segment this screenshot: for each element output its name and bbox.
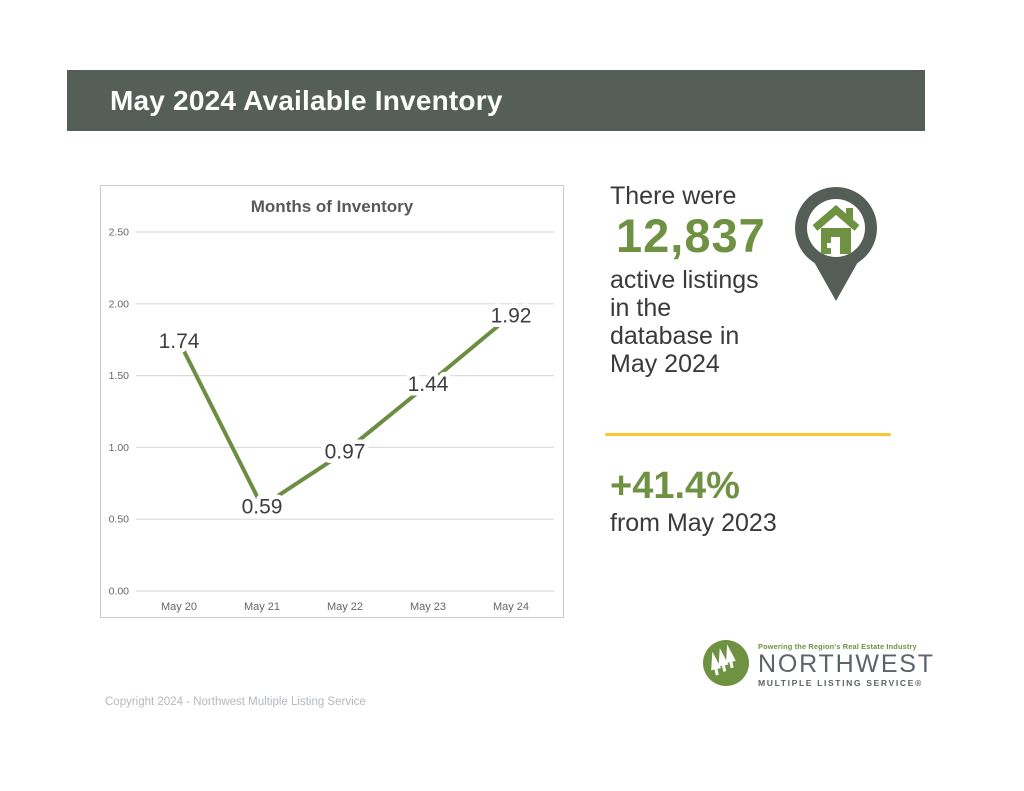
nwmls-logo: Powering the Region's Real Estate Indust… (703, 640, 935, 688)
stat-intro-text: There were (610, 182, 737, 210)
svg-text:2.00: 2.00 (109, 298, 130, 310)
stat-description-line: database in (610, 322, 740, 350)
active-listings-count: 12,837 (616, 209, 766, 262)
svg-text:2.50: 2.50 (109, 227, 130, 239)
logo-subtitle: MULTIPLE LISTING SERVICE® (758, 678, 923, 688)
percent-change-value: +41.4% (610, 465, 740, 507)
svg-text:1.74: 1.74 (159, 330, 200, 353)
svg-text:1.92: 1.92 (491, 304, 532, 327)
svg-text:1.44: 1.44 (408, 373, 449, 396)
header-bar: May 2024 Available Inventory (67, 70, 925, 131)
svg-text:May 23: May 23 (410, 601, 446, 613)
svg-text:May 24: May 24 (493, 601, 529, 613)
svg-text:0.50: 0.50 (109, 514, 130, 526)
svg-text:0.97: 0.97 (325, 441, 366, 464)
yoy-change-block: +41.4% from May 2023 (610, 466, 777, 537)
svg-text:May 20: May 20 (161, 601, 197, 613)
svg-text:May 21: May 21 (244, 601, 280, 613)
svg-text:1.00: 1.00 (109, 442, 130, 454)
inventory-line-chart: 2.50 2.00 1.50 1.00 0.50 0.00 May 20 May 21 May … (109, 227, 554, 613)
page-title: May 2024 Available Inventory (110, 84, 503, 116)
percent-change-caption: from May 2023 (610, 509, 777, 537)
stat-description-line: active listings (610, 266, 759, 294)
stat-description-line: in the (610, 294, 672, 322)
chart-title: Months of Inventory (250, 197, 414, 216)
logo-name: NORTHWEST (758, 650, 935, 678)
svg-text:1.50: 1.50 (109, 370, 130, 382)
logo-tagline: Powering the Region's Real Estate Indust… (758, 642, 917, 651)
house-icon (812, 205, 860, 254)
months-of-inventory-chart-card: Months of Inventory 2.50 2.00 1.50 1.00 0.50… (100, 185, 564, 618)
active-listings-stat-block: There were 12,837 active listings in the… (610, 182, 766, 379)
svg-text:May 22: May 22 (327, 601, 363, 613)
location-pin-house-icon (795, 187, 877, 304)
yellow-divider (605, 433, 891, 436)
copyright-text: Copyright 2024 - Northwest Multiple List… (105, 696, 366, 708)
svg-text:0.00: 0.00 (109, 586, 130, 598)
stat-description-line: May 2024 (610, 350, 720, 378)
nwmls-trees-icon (703, 640, 749, 686)
svg-text:0.59: 0.59 (242, 495, 283, 518)
